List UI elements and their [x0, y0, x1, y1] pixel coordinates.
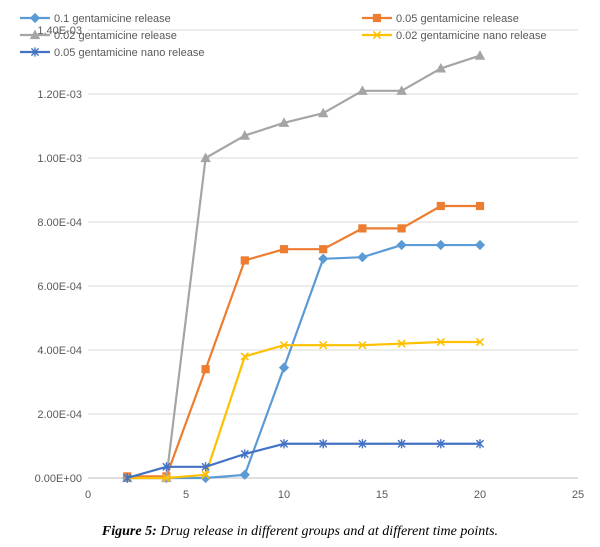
data-point [240, 352, 249, 361]
data-point [278, 362, 290, 373]
data-point [436, 337, 445, 347]
data-point [358, 341, 367, 350]
y-tick-label: 2.00E-04 [37, 409, 82, 421]
legend-label: 0.02 gentamicine release [54, 30, 177, 42]
data-point [162, 473, 171, 483]
data-point [475, 337, 485, 347]
y-tick-label: 4.00E-04 [37, 345, 82, 357]
data-point [319, 245, 328, 254]
legend-item: 0.05 gentamicine nano release [20, 47, 204, 59]
data-point [474, 239, 486, 251]
data-series [121, 50, 486, 484]
figure-caption-text: Drug release in different groups and at … [156, 524, 499, 539]
data-point [435, 62, 447, 73]
data-point [396, 239, 407, 251]
data-point [475, 439, 485, 449]
gridlines [88, 29, 578, 479]
legend-marker [372, 30, 382, 40]
legend-label: 0.02 gentamicine nano release [396, 30, 546, 42]
x-tick-label: 0 [85, 489, 91, 501]
series-4 [123, 337, 485, 483]
legend-item: 0.05 gentamicine release [362, 13, 519, 25]
data-point [279, 439, 289, 449]
data-point [201, 462, 210, 472]
series-5 [123, 439, 485, 483]
chart-legend: 0.1 gentamicine release 0.05 gentamicine … [20, 12, 546, 59]
legend-marker [372, 13, 382, 23]
data-point [317, 107, 329, 118]
y-tick-label: 8.00E-04 [37, 217, 82, 229]
legend-item: 0.02 gentamicine nano release [362, 30, 546, 42]
data-point [239, 130, 251, 140]
legend-item: 0.1 gentamicine release [20, 12, 171, 25]
figure-caption-label: Figure 5: [101, 524, 157, 539]
legend-label: 0.1 gentamicine release [54, 13, 171, 25]
legend-item: 0.02 gentamicine release [20, 29, 177, 42]
x-tick-label: 15 [376, 489, 388, 501]
x-tick-label: 10 [278, 489, 290, 501]
series-line [127, 204, 480, 478]
data-point [279, 341, 289, 350]
data-point [279, 245, 289, 254]
legend-label: 0.05 gentamicine release [396, 13, 519, 25]
data-point [357, 252, 368, 263]
data-point [436, 201, 445, 211]
data-point [397, 224, 406, 233]
data-point [318, 253, 329, 264]
data-point [240, 256, 249, 265]
series-line [127, 54, 481, 480]
data-point [358, 224, 367, 233]
y-axis-tick-labels: 0.00E+00 2.00E-04 4.00E-04 6.00E-04 8.00E-04… [35, 25, 82, 485]
data-point [201, 470, 210, 479]
data-point [436, 439, 445, 449]
data-point [240, 449, 249, 459]
line-chart: 0.00E+00 2.00E-04 4.00E-04 6.00E-04 8.00E-04… [20, 12, 584, 501]
x-tick-label: 20 [474, 489, 486, 501]
data-point [123, 473, 132, 483]
x-tick-label: 5 [183, 489, 189, 501]
data-point [200, 472, 211, 484]
data-point [397, 439, 406, 449]
data-point [357, 85, 368, 95]
y-tick-label: 1.00E-03 [37, 153, 82, 165]
y-tick-label: 1.20E-03 [37, 89, 82, 101]
legend-label: 0.05 gentamicine nano release [54, 47, 204, 59]
data-point [397, 339, 406, 348]
data-point [278, 117, 290, 127]
series-3 [121, 50, 486, 483]
legend-marker [29, 12, 41, 24]
legend-marker [30, 47, 40, 57]
data-point [358, 439, 367, 449]
data-point [319, 341, 328, 350]
x-tick-label: 25 [572, 489, 584, 501]
data-point [319, 439, 328, 449]
series-line [126, 442, 480, 480]
figure-caption: Figure 5: Drug release in different grou… [0, 524, 600, 540]
data-point [162, 462, 171, 472]
data-point [201, 365, 210, 374]
data-point [200, 152, 211, 163]
data-point [435, 239, 446, 251]
legend-marker [29, 29, 41, 40]
data-point [474, 50, 486, 60]
series-line [127, 340, 480, 480]
y-tick-label: 6.00E-04 [37, 281, 82, 293]
x-axis-tick-labels: 0 5 10 15 20 25 [85, 489, 584, 501]
data-point [396, 85, 407, 95]
data-point [239, 469, 250, 480]
data-point [475, 201, 485, 211]
series-line [127, 243, 480, 480]
y-tick-label: 0.00E+00 [35, 473, 82, 485]
